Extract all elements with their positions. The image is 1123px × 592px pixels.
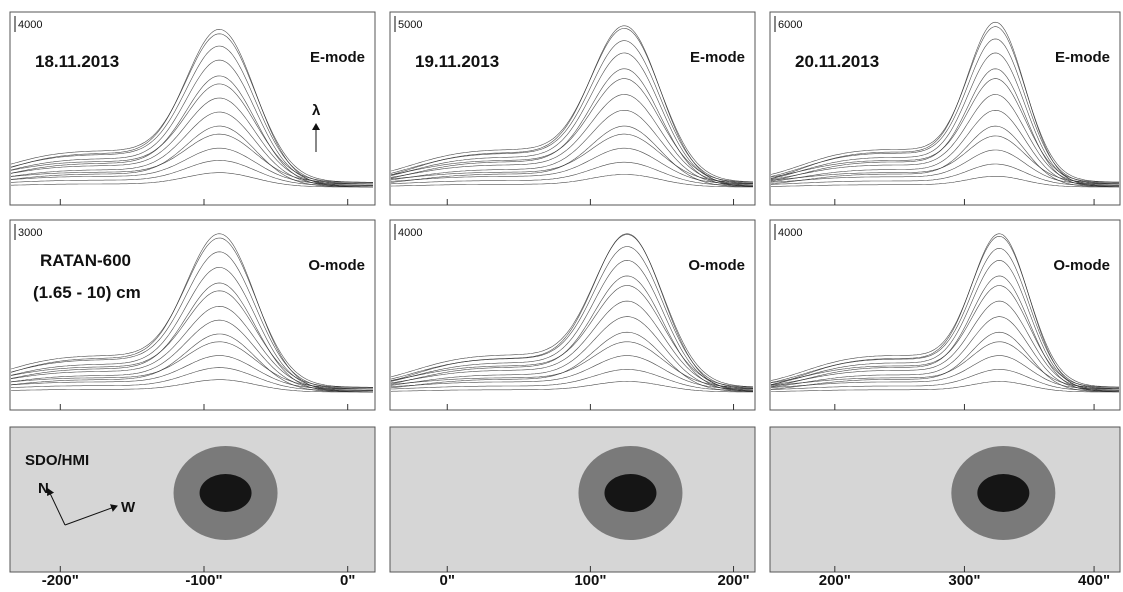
north-arrow — [46, 488, 66, 526]
scan-curve — [10, 28, 373, 188]
mode-label: E-mode — [1055, 49, 1110, 66]
scan-curve — [770, 163, 1119, 186]
scan-curve — [770, 94, 1119, 185]
scan-curve — [771, 381, 1119, 393]
scan-curve — [390, 355, 753, 390]
scan-curve — [390, 233, 754, 392]
mode-label: O-mode — [1053, 257, 1110, 274]
scan-curve — [390, 174, 753, 188]
scan-curve — [390, 285, 754, 388]
x-tick-label: 200" — [717, 572, 749, 587]
scan-curve — [770, 331, 1119, 393]
mode-label: O-mode — [308, 257, 365, 274]
scan-curve — [770, 125, 1120, 188]
scan-curve — [770, 68, 1119, 187]
scan-curve — [390, 341, 753, 388]
umbra — [604, 474, 657, 512]
scan-curve — [390, 234, 754, 388]
scan-curve — [770, 21, 1119, 187]
scale-label: 4000 — [398, 227, 422, 239]
scan-curve — [390, 94, 753, 184]
scan-curve — [770, 135, 1119, 183]
scale-label: 5000 — [398, 19, 422, 31]
scan-curve — [770, 235, 1120, 388]
scan-curve — [390, 331, 753, 392]
scale-label: 3000 — [18, 227, 42, 239]
scan-curve — [390, 25, 753, 187]
x-tick-label: 300" — [948, 572, 980, 587]
scan-curve — [11, 172, 373, 188]
scan-curve — [390, 316, 753, 391]
x-tick-label: -200" — [42, 572, 79, 587]
instrument-label: RATAN-600 — [40, 251, 131, 270]
scan-curve — [10, 45, 373, 185]
date-label: 19.11.2013 — [415, 52, 499, 71]
scan-curve — [771, 176, 1119, 188]
x-tick-label: 0" — [440, 572, 455, 587]
scan-curve — [10, 237, 373, 388]
panel-frame — [9, 219, 376, 411]
scan-curve — [10, 125, 373, 188]
scan-curve — [771, 369, 1119, 391]
scan-curve — [10, 233, 373, 393]
scan-curve — [10, 33, 373, 183]
hmi-frame — [769, 426, 1121, 573]
scan-curve — [390, 28, 754, 183]
scan-curve — [770, 149, 1119, 185]
scale-label: 4000 — [18, 19, 42, 31]
hmi-label: SDO/HMI — [25, 452, 89, 469]
scan-curve — [390, 381, 753, 393]
scan-curve — [390, 68, 753, 187]
band-label: (1.65 - 10) cm — [33, 283, 141, 302]
date-label: 18.11.2013 — [35, 52, 119, 71]
scan-curve — [390, 275, 753, 392]
scale-label: 6000 — [778, 19, 802, 31]
date-label: 20.11.2013 — [795, 52, 879, 71]
x-tick-label: 400" — [1078, 572, 1110, 587]
scan-curve — [770, 260, 1119, 391]
scan-curve — [770, 316, 1119, 391]
scan-curve — [770, 275, 1120, 392]
scan-curve — [770, 52, 1120, 186]
hmi-frame — [389, 426, 756, 573]
scan-curve — [10, 379, 373, 393]
scan-curve — [390, 78, 754, 183]
scan-curve — [10, 282, 374, 393]
scan-curve — [390, 133, 753, 183]
lambda-label: λ — [312, 102, 321, 119]
scale-label: 4000 — [778, 227, 802, 239]
scan-curve — [390, 52, 754, 186]
panel-frame — [389, 11, 756, 206]
scan-curve — [390, 110, 753, 186]
scan-curve — [390, 147, 754, 185]
scan-curve — [10, 75, 374, 188]
x-tick-label: -100" — [185, 572, 222, 587]
scan-curve — [10, 251, 373, 390]
mode-label: E-mode — [690, 49, 745, 66]
scan-curve — [770, 233, 1119, 392]
west-arrow — [64, 504, 118, 526]
scan-curve — [10, 333, 373, 393]
x-tick-label: 100" — [574, 572, 606, 587]
scan-curve — [390, 125, 753, 187]
panel-frame — [389, 219, 756, 411]
scan-curve — [390, 161, 753, 186]
panel-frame — [769, 11, 1121, 206]
mode-label: O-mode — [688, 257, 745, 274]
panel-frame — [769, 219, 1121, 411]
scan-curve — [770, 26, 1119, 183]
north-label: N — [38, 480, 49, 497]
x-tick-label: 200" — [819, 572, 851, 587]
umbra — [199, 474, 252, 512]
scan-curve — [391, 369, 753, 391]
west-label: W — [121, 499, 136, 516]
x-tick-label: 0" — [340, 572, 355, 587]
scan-curve — [390, 300, 754, 389]
mode-label: E-mode — [310, 49, 365, 66]
scan-curve — [390, 259, 754, 391]
scan-curve — [770, 109, 1119, 186]
umbra — [977, 474, 1030, 512]
